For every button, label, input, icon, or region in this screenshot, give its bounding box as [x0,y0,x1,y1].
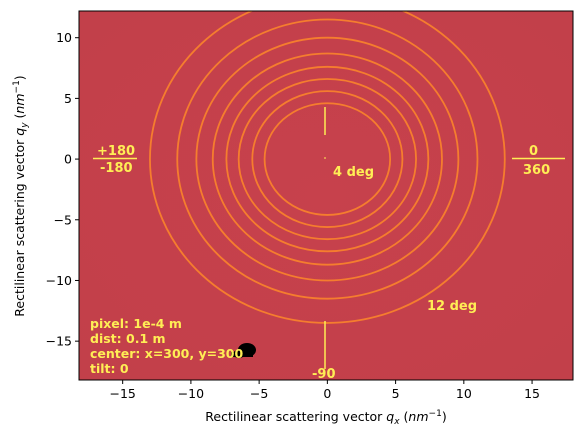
x-tick-label: 5 [392,386,400,401]
x-tick-label: 0 [323,386,331,401]
x-axis-label: Rectilinear scattering vector qx (nm−1) [205,409,446,427]
info-block: pixel: 1e-4 m dist: 0.1 m center: x=300,… [90,316,244,376]
x-tick-label: −5 [250,386,268,401]
info-center: center: x=300, y=300 [90,346,244,361]
y-tick-label: 5 [64,91,72,106]
x-axis-ticks: −15 −10 −5 0 5 10 15 [109,380,540,401]
ring-5 [211,52,443,266]
info-tilt: tilt: 0 [90,361,129,376]
plot-background [79,11,573,380]
label-ring-inner: 4 deg [333,165,374,180]
label-ring-outer: 12 deg [427,299,477,314]
x-tick-label: 10 [456,386,472,401]
y-tick-label: −15 [46,334,72,349]
ring-8 [149,11,506,324]
label-right-top: 0 [529,144,538,159]
ring-3 [237,78,417,241]
y-tick-label: −10 [46,273,72,288]
info-dist: dist: 0.1 m [90,331,166,346]
info-pixel: pixel: 1e-4 m [90,316,182,331]
y-tick-label: −5 [54,212,72,227]
label-left-bottom: -180 [100,161,133,176]
diffraction-rings [149,11,506,324]
x-tick-label: −15 [109,386,135,401]
annotations: +180 -180 0 360 4 deg 12 deg -90 [97,144,550,382]
ring-1 [263,102,392,216]
label-right-bottom: 360 [523,163,550,178]
label-left-top: +180 [97,144,135,159]
angle-markers [93,107,565,369]
y-axis-ticks: −15 −10 −5 0 5 10 [46,30,79,349]
x-tick-label: 15 [524,386,540,401]
ring-2 [251,90,404,228]
beamstop-marker [231,343,256,358]
x-tick-label: −10 [178,386,204,401]
label-bottom: -90 [312,367,336,382]
y-tick-label: 0 [64,152,72,167]
ring-7 [176,18,479,300]
ring-4 [225,65,430,253]
y-axis-label: Rectilinear scattering vector qy (nm−1) [12,75,30,316]
ring-6 [195,36,460,282]
plot-frame [78,10,574,381]
y-tick-label: 10 [56,30,72,45]
